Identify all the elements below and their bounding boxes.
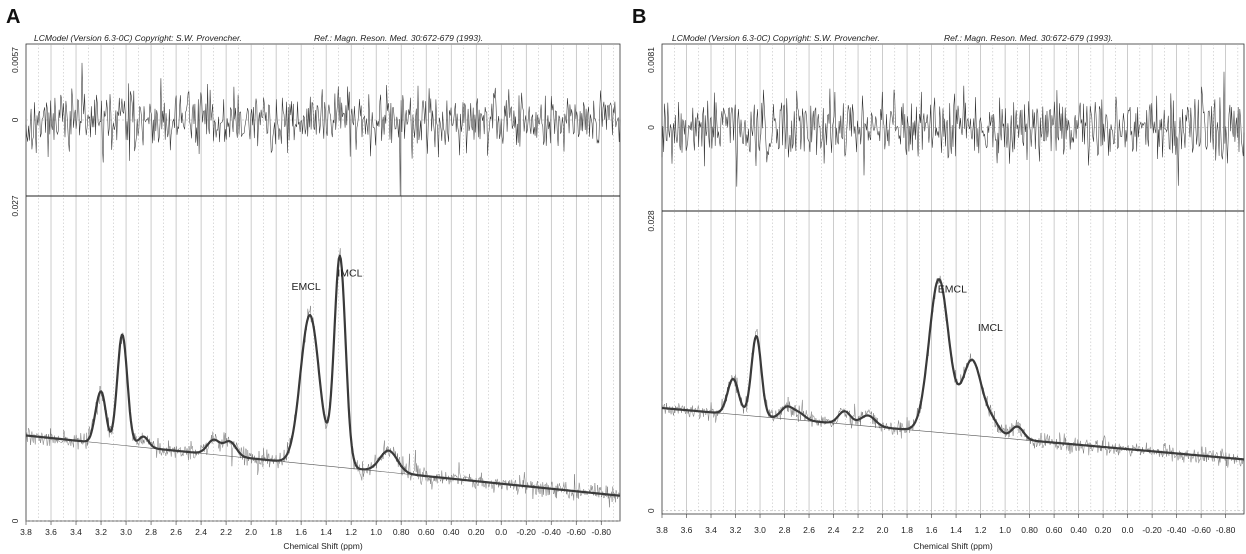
x-tick-label: 1.2 xyxy=(975,525,987,535)
x-tick-label: 3.4 xyxy=(70,527,82,537)
x-tick-label: 0.60 xyxy=(1046,525,1063,535)
raw-spectrum-trace xyxy=(25,248,621,508)
x-tick-label: 0.40 xyxy=(1070,525,1087,535)
x-tick-label: 2.4 xyxy=(195,527,207,537)
x-tick-label: 1.8 xyxy=(901,525,913,535)
x-tick-label: 2.2 xyxy=(852,525,864,535)
x-tick-label: 0.20 xyxy=(1095,525,1112,535)
header-reference: Ref.: Magn. Reson. Med. 30:672-679 (1993… xyxy=(944,33,1114,43)
x-tick-label: 3.8 xyxy=(20,527,32,537)
x-tick-label: 3.2 xyxy=(730,525,742,535)
x-tick-label: 1.4 xyxy=(950,525,962,535)
x-tick-label: 1.0 xyxy=(999,525,1011,535)
x-tick-label: 1.6 xyxy=(295,527,307,537)
x-axis-label: Chemical Shift (ppm) xyxy=(283,541,363,551)
x-tick-label: -0.20 xyxy=(517,527,537,537)
residual-trace xyxy=(25,62,621,197)
header-copyright: LCModel (Version 6.3-0C) Copyright: S.W.… xyxy=(672,33,880,43)
panel-letter: A xyxy=(6,6,21,28)
x-tick-label: 0.80 xyxy=(393,527,410,537)
x-axis-label: Chemical Shift (ppm) xyxy=(913,541,993,551)
panel-letter: B xyxy=(632,6,647,28)
residual-y-zero-label: 0 xyxy=(10,117,20,122)
residual-y-max-label: 0.0057 xyxy=(10,47,20,73)
x-tick-label: 1.8 xyxy=(270,527,282,537)
panel-a: A LCModel (Version 6.3-0C) Copyright: S.… xyxy=(6,6,621,551)
x-tick-label: 2.8 xyxy=(779,525,791,535)
x-tick-label: 2.0 xyxy=(245,527,257,537)
x-tick-label: -0.20 xyxy=(1142,525,1162,535)
x-tick-label: 2.6 xyxy=(803,525,815,535)
header-copyright: LCModel (Version 6.3-0C) Copyright: S.W.… xyxy=(34,33,242,43)
x-tick-label: 1.6 xyxy=(926,525,938,535)
fit-curve xyxy=(25,254,621,497)
x-tick-label: 3.0 xyxy=(120,527,132,537)
spectrum-y-zero-label: 0 xyxy=(10,518,20,523)
x-tick-label: 2.0 xyxy=(877,525,889,535)
x-tick-label: -0.60 xyxy=(567,527,587,537)
x-tick-label: 2.2 xyxy=(220,527,232,537)
x-tick-label: 2.4 xyxy=(828,525,840,535)
spectrum-y-max-label: 0.028 xyxy=(646,210,656,232)
x-tick-label: -0.60 xyxy=(1191,525,1211,535)
x-tick-label: 3.6 xyxy=(681,525,693,535)
x-tick-label: 1.2 xyxy=(345,527,357,537)
x-tick-label: 3.6 xyxy=(45,527,57,537)
fit-curve xyxy=(661,278,1245,461)
x-tick-label: 3.0 xyxy=(754,525,766,535)
x-tick-label: -0.80 xyxy=(592,527,612,537)
header-reference: Ref.: Magn. Reson. Med. 30:672-679 (1993… xyxy=(314,33,484,43)
peak-annotation: IMCL xyxy=(337,268,362,280)
x-tick-label: 0.0 xyxy=(1122,525,1134,535)
x-tick-label: 0.60 xyxy=(418,527,435,537)
x-tick-label: 3.8 xyxy=(656,525,668,535)
spectrum-chart-a: 3.8 3.6 3.4 3.2 3.0 2.8 2.6 2.4 2.2 2.0 1.8 1.6 1.4 1… xyxy=(10,43,621,551)
x-tick-label: 3.4 xyxy=(705,525,717,535)
x-tick-label: 1.0 xyxy=(370,527,382,537)
spectrum-chart-b: 3.8 3.6 3.4 3.2 3.0 2.8 2.6 2.4 2.2 2.0 1.8 1.6 1.4 1… xyxy=(646,43,1245,551)
peak-annotation: EMCL xyxy=(292,281,321,293)
x-tick-label: 3.2 xyxy=(95,527,107,537)
x-tick-label: 2.8 xyxy=(145,527,157,537)
spectrum-y-max-label: 0.027 xyxy=(10,195,20,217)
peak-annotation: EMCL xyxy=(938,283,967,295)
residual-y-max-label: 0.0081 xyxy=(646,47,656,73)
panel-b: B LCModel (Version 6.3-0C) Copyright: S.… xyxy=(626,0,1246,554)
residual-trace xyxy=(661,71,1245,187)
plot-frame xyxy=(661,43,1245,515)
x-tick-label: -0.40 xyxy=(542,527,562,537)
x-tick-label: 2.6 xyxy=(170,527,182,537)
x-tick-label: -0.80 xyxy=(1216,525,1236,535)
residual-y-zero-label: 0 xyxy=(646,125,656,130)
x-tick-label: 0.40 xyxy=(443,527,460,537)
x-tick-label: 0.80 xyxy=(1021,525,1038,535)
spectrum-y-zero-label: 0 xyxy=(646,508,656,513)
x-tick-label: 1.4 xyxy=(320,527,332,537)
x-tick-label: -0.40 xyxy=(1167,525,1187,535)
x-tick-label: 0.0 xyxy=(495,527,507,537)
x-tick-label: 0.20 xyxy=(468,527,485,537)
peak-annotation: IMCL xyxy=(978,322,1003,334)
